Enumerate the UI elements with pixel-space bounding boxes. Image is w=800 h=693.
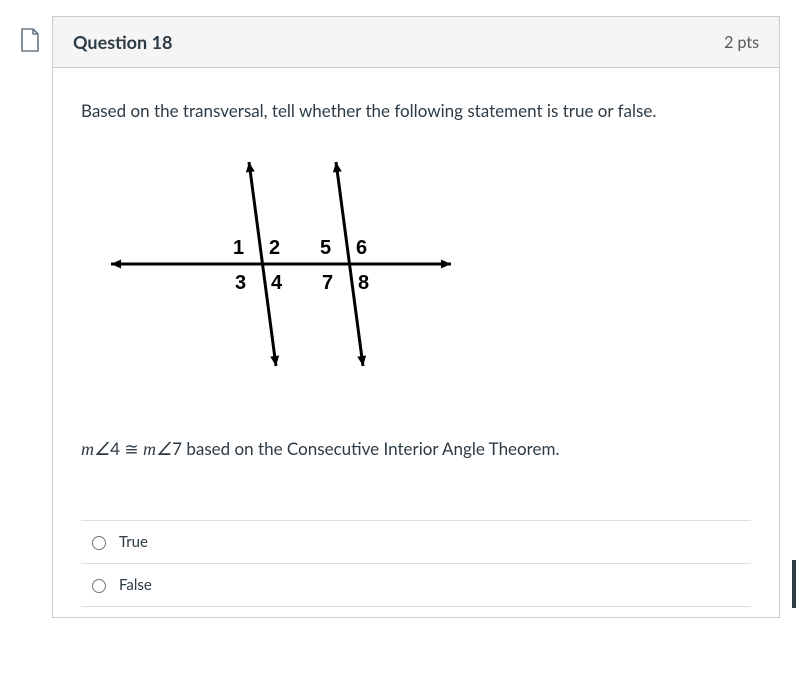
svg-text:2: 2: [269, 237, 280, 259]
svg-text:8: 8: [358, 272, 369, 294]
statement-angle1: 4: [110, 438, 120, 459]
answer-radio-false[interactable]: [92, 579, 106, 593]
question-number: 18: [152, 31, 173, 53]
question-title-prefix: Question: [73, 31, 152, 53]
answer-option-false[interactable]: False: [81, 564, 751, 607]
answer-option-true[interactable]: True: [81, 521, 751, 564]
question-body: Based on the transversal, tell whether t…: [53, 68, 779, 617]
svg-text:6: 6: [356, 237, 367, 259]
question-statement: m∠4 ≅ m∠7 based on the Consecutive Inter…: [81, 438, 751, 460]
transversal-diagram: 1 2 3 4 5 6 7 8: [101, 154, 751, 378]
statement-angle2: 7: [172, 438, 182, 459]
angle-symbol-2: ∠: [156, 439, 172, 459]
question-header: Question 18 2 pts: [53, 17, 779, 68]
question-points: 2 pts: [724, 33, 759, 52]
statement-suffix: based on the Consecutive Interior Angle …: [182, 438, 559, 459]
statement-m1: m: [81, 439, 94, 459]
svg-text:4: 4: [271, 272, 283, 294]
question-container: Question 18 2 pts Based on the transvers…: [52, 16, 780, 618]
answer-label-true: True: [119, 533, 148, 551]
svg-text:7: 7: [322, 272, 333, 294]
angle-symbol-1: ∠: [94, 439, 110, 459]
congruent-symbol: ≅: [124, 438, 138, 459]
question-title: Question 18: [73, 31, 172, 53]
page-icon: [20, 28, 40, 56]
answers-list: True False: [81, 520, 751, 607]
svg-text:3: 3: [235, 272, 246, 294]
svg-text:1: 1: [233, 237, 244, 259]
text-cursor-indicator: [792, 560, 796, 608]
answer-radio-true[interactable]: [92, 536, 106, 550]
question-prompt: Based on the transversal, tell whether t…: [81, 98, 751, 124]
svg-text:5: 5: [320, 237, 331, 259]
statement-m2: m: [143, 439, 156, 459]
answer-label-false: False: [119, 576, 152, 594]
